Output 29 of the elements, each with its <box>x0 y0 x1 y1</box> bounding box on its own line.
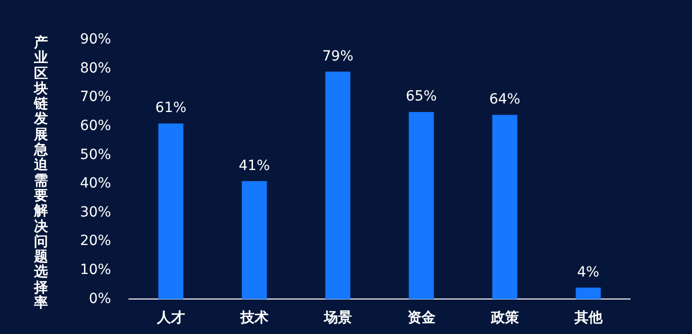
y-tick-label: 0% <box>88 290 112 307</box>
data-label: 79% <box>322 48 354 64</box>
data-label: 65% <box>406 88 437 105</box>
bar <box>408 112 434 300</box>
data-label: 61% <box>155 100 186 116</box>
y-tick-label: 90% <box>80 32 112 48</box>
x-tick-label: 其他 <box>573 310 604 326</box>
data-label: 64% <box>489 92 520 108</box>
data-label: 4% <box>577 264 600 280</box>
x-tick-label: 技术 <box>239 310 268 326</box>
bar <box>325 72 350 300</box>
bar <box>576 288 601 300</box>
text: 产业区块链发展急迫需要解决问题选择率 <box>34 35 48 312</box>
y-tick-label: 20% <box>80 233 112 250</box>
data-label: 41% <box>238 158 270 174</box>
y-tick-label: 60% <box>80 118 112 134</box>
x-tick-label: 资金 <box>407 310 436 326</box>
y-tick-label: 40% <box>80 176 112 192</box>
x-tick-label: 场景 <box>322 310 352 326</box>
bar <box>492 114 518 300</box>
y-tick-label: 80% <box>80 60 112 76</box>
y-tick-label: 70% <box>80 89 112 106</box>
x-tick-label: 政策 <box>490 310 520 326</box>
y-tick-label: 50% <box>80 146 112 163</box>
bar <box>242 181 267 300</box>
x-tick-label: 人才 <box>156 310 185 326</box>
bar <box>158 124 184 300</box>
y-tick-label: 30% <box>80 204 112 220</box>
y-tick-label: 10% <box>80 262 112 278</box>
